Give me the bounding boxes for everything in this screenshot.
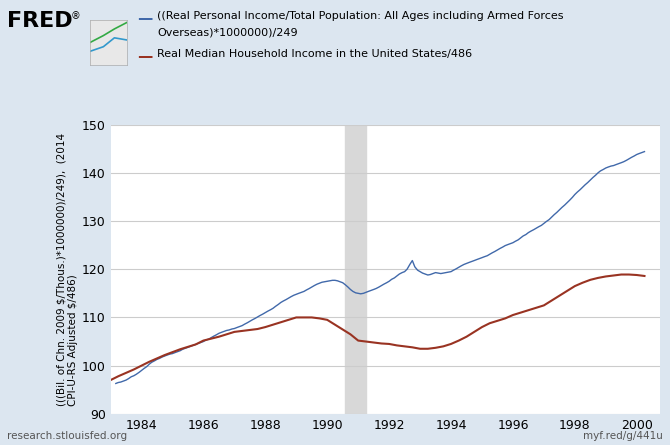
Bar [345, 125, 366, 414]
Text: —: — [137, 11, 153, 26]
Text: FRED: FRED [7, 11, 72, 31]
Text: myf.red/g/441u: myf.red/g/441u [584, 431, 663, 441]
Y-axis label: (((Bil. of Chn. 2009 $/Thous.)*1000000)/249),  (2014
CPI-U-RS Adjusted $/486): (((Bil. of Chn. 2009 $/Thous.)*1000000)/… [56, 133, 78, 406]
Text: ((Real Personal Income/Total Population: All Ages including Armed Forces: ((Real Personal Income/Total Population:… [157, 11, 564, 21]
Text: research.stlouisfed.org: research.stlouisfed.org [7, 431, 127, 441]
Text: —: — [137, 49, 153, 64]
Text: ®: ® [70, 11, 80, 21]
Text: Real Median Household Income in the United States/486: Real Median Household Income in the Unit… [157, 49, 472, 59]
Text: Overseas)*1000000)/249: Overseas)*1000000)/249 [157, 28, 298, 37]
